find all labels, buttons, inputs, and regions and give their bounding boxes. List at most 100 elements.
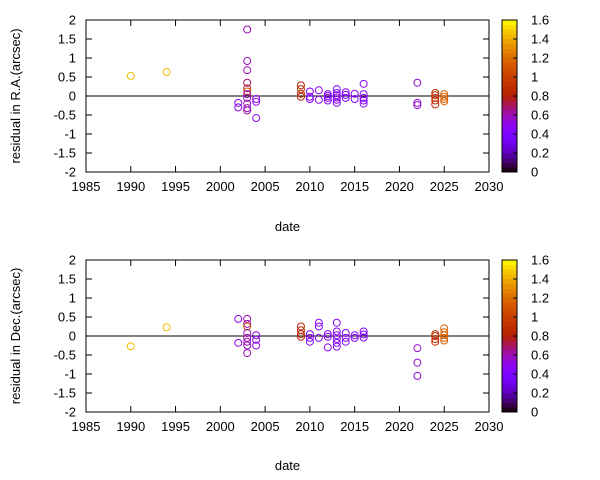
data-point	[359, 79, 368, 88]
colorbar-band	[502, 29, 517, 35]
colorbar-band	[502, 91, 517, 97]
data-point	[350, 331, 359, 340]
colorbar-band	[502, 374, 517, 380]
data-point	[243, 328, 252, 337]
colorbar-band	[502, 336, 517, 342]
data-point	[162, 323, 171, 332]
colorbar-band	[502, 264, 517, 270]
colorbar-band	[502, 378, 517, 384]
y-tick-label: -0.5	[54, 108, 76, 123]
colorbar-band	[502, 355, 517, 361]
colorbar-band	[502, 369, 517, 375]
data-point	[243, 93, 252, 102]
data-point	[440, 97, 449, 106]
data-point	[252, 341, 261, 350]
data-point	[252, 97, 261, 106]
x-tick-label: 1985	[72, 179, 101, 194]
colorbar-band	[502, 143, 517, 149]
data-point	[350, 95, 359, 104]
data-point	[243, 87, 252, 96]
data-point	[323, 330, 332, 339]
data-point	[332, 327, 341, 336]
data-point	[243, 337, 252, 346]
data-point	[296, 89, 305, 98]
colorbar-tick-label: 1.6	[531, 13, 549, 28]
data-point	[359, 90, 368, 99]
data-point	[296, 81, 305, 90]
colorbar-band	[502, 77, 517, 83]
y-tick-label: 0	[69, 329, 76, 344]
data-point	[413, 344, 422, 353]
y-tick-label: 0.5	[58, 310, 76, 325]
x-tick-label: 1990	[116, 419, 145, 434]
data-point	[243, 25, 252, 34]
data-point	[431, 332, 440, 340]
y-tick-label: -1	[64, 127, 76, 142]
colorbar-band	[502, 72, 517, 78]
colorbar-band	[502, 340, 517, 346]
x-tick-label: 2025	[430, 179, 459, 194]
data-point	[296, 322, 305, 331]
colorbar-tick-label: 1.2	[531, 291, 549, 306]
colorbar-band	[502, 157, 517, 163]
data-point	[162, 68, 171, 77]
data-point	[431, 88, 440, 97]
colorbar-band	[502, 279, 517, 285]
colorbar-band	[502, 274, 517, 280]
colorbar-band	[502, 307, 517, 313]
data-point	[243, 106, 252, 115]
colorbar-band	[502, 43, 517, 49]
x-tick-label: 1985	[72, 419, 101, 434]
data-point	[234, 338, 243, 347]
colorbar-tick-label: 0.2	[531, 386, 549, 401]
data-point	[341, 328, 350, 337]
data-point	[243, 322, 252, 331]
colorbar-tick-label: 1.4	[531, 272, 549, 287]
data-point	[126, 71, 135, 80]
colorbar-band	[502, 153, 517, 159]
plot-panel-ra: 1985 1990 1995 2000 2005 2010 2015 2020 2025 2030…	[8, 13, 549, 235]
x-tick-label: 2025	[430, 419, 459, 434]
data-point	[323, 343, 332, 352]
colorbar-band	[502, 34, 517, 40]
data-point	[314, 333, 323, 342]
colorbar-band	[502, 359, 517, 365]
colorbar-tick-label: 0	[531, 165, 538, 180]
colorbar-tick-label: 0	[531, 405, 538, 420]
colorbar-band	[502, 302, 517, 308]
colorbar-tick-label: 1.2	[531, 51, 549, 66]
colorbar-band	[502, 383, 517, 389]
y-tick-label: 2	[69, 253, 76, 268]
data-point	[341, 337, 350, 346]
data-point	[243, 66, 252, 75]
data-point	[350, 333, 359, 342]
colorbar-tick-label: 1.6	[531, 253, 549, 268]
data-point	[413, 101, 422, 110]
colorbar-band	[502, 350, 517, 356]
data-point	[440, 336, 449, 345]
colorbar-band	[502, 53, 517, 59]
y-tick-label: -0.5	[54, 348, 76, 363]
data-point	[431, 335, 440, 344]
data-point	[413, 371, 422, 380]
data-point	[243, 104, 252, 113]
data-point	[314, 318, 323, 327]
y-tick-label: -2	[64, 405, 76, 420]
colorbar-band	[502, 119, 517, 125]
colorbar-band	[502, 326, 517, 332]
y-tick-label: 2	[69, 13, 76, 28]
data-point	[359, 96, 368, 105]
colorbar-band	[502, 298, 517, 304]
colorbar-band	[502, 162, 517, 168]
colorbar-band	[502, 100, 517, 106]
data-point	[305, 330, 314, 339]
data-point	[243, 90, 252, 99]
colorbar-band	[502, 393, 517, 399]
colorbar-band	[502, 58, 517, 64]
data-point	[252, 331, 261, 340]
data-point	[252, 114, 261, 123]
data-point	[243, 349, 252, 358]
data-point	[305, 87, 314, 96]
colorbar-band	[502, 115, 517, 121]
